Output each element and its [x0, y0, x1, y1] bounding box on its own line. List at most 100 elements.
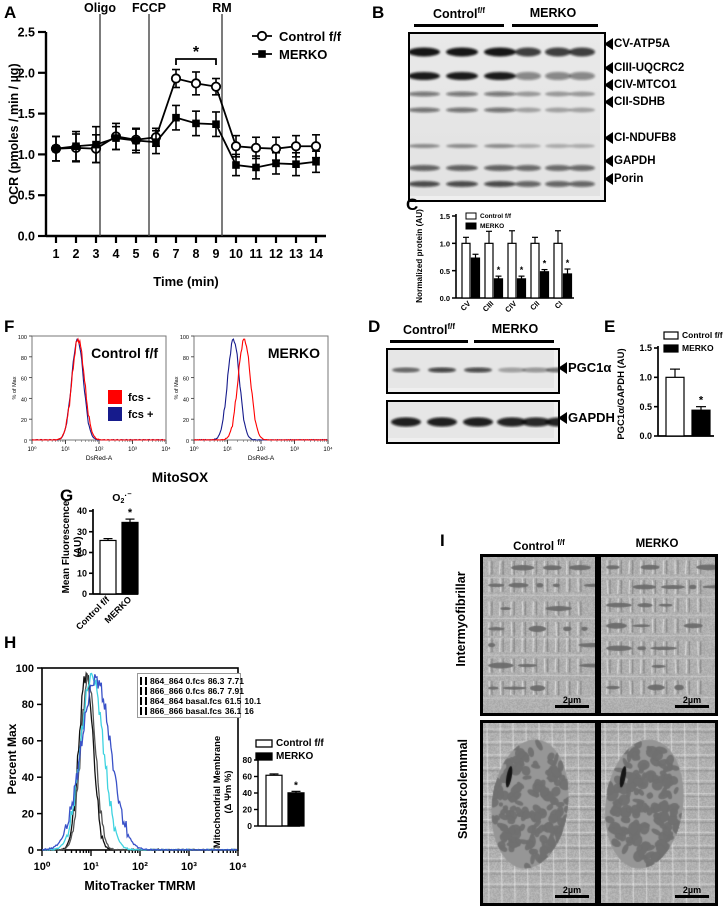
- arrow-left-icon: [604, 132, 613, 144]
- panel-f-p0-xtick-4: 10⁴: [161, 446, 171, 453]
- panel-c-legend-1: MERKO: [480, 223, 504, 230]
- panel-c-sig: *: [566, 258, 570, 268]
- panel-h-inset-sig: *: [294, 780, 298, 791]
- panel-b-group-control: Controlf/f: [416, 6, 502, 21]
- panel-c-xtick-CIII: CIII: [481, 299, 496, 314]
- panel-b-label-cv-atp5a: CV-ATP5A: [604, 38, 670, 50]
- panel-h-flow-legend-row: 866_866 0.fcs 86.7 7.91: [140, 686, 238, 696]
- panel-h-inset-ytick-3: 60: [243, 772, 253, 782]
- panel-b-label: B: [372, 4, 384, 21]
- panel-a-chart: 0.0 0.5 1.0 1.5 2.0 2.5 OCR (pmoles / mi…: [4, 4, 364, 304]
- scalebar-line: [675, 895, 709, 898]
- panel-e-sig: *: [699, 395, 704, 407]
- panel-a-ylabel: OCR (pmoles / min / µg): [7, 63, 21, 204]
- legend-swatch-open: [145, 697, 147, 705]
- panel-a-xtick-0: 1: [53, 247, 60, 261]
- legend-swatch: [140, 697, 142, 705]
- panel-a-significance: *: [193, 44, 200, 61]
- panel-f-p1-ytick-0: 0: [186, 439, 189, 445]
- legend-swatch-open: [145, 677, 147, 685]
- panel-g-ytick-4: 40: [77, 506, 87, 516]
- panel-f-p1-xtick-1: 10¹: [223, 447, 232, 453]
- panel-g-chart: O2·⁻ 010203040 Mean Fluorescence(AU) * C…: [60, 487, 250, 637]
- panel-b-band-name: CII-SDHB: [614, 96, 665, 108]
- panel-a: A 0.0 0.5 1.0 1.5 2.0 2.5 OCR (pmoles / …: [4, 4, 364, 304]
- panel-a-xtick-8: 9: [213, 247, 220, 261]
- panel-f-p0-xtick-1: 10¹: [61, 447, 70, 453]
- panel-b-underline-control: [414, 24, 504, 27]
- panel-a-xtick-6: 7: [173, 247, 180, 261]
- panel-c: C 0.0 0.5 1.0 1.5 Normalized protein (AU) *…: [400, 196, 650, 324]
- panel-h-label: H: [4, 634, 16, 651]
- panel-h-xtick-3: 10³: [181, 861, 197, 873]
- panel-f-p0-xlabel: DsRed-A: [86, 455, 113, 462]
- panel-g-sig: *: [128, 507, 133, 519]
- panel-d-group-merko: MERKO: [476, 322, 554, 336]
- panel-c-xtick-CIV: CIV: [503, 299, 518, 314]
- panel-f-p1-xtick-2: 10²: [257, 447, 266, 453]
- panel-a-marker-oligo: Oligo: [84, 1, 116, 15]
- panel-h-flow-sample-name: 864_864 0.fcs: [150, 676, 205, 686]
- panel-c-ytick-2: 1.0: [440, 240, 450, 249]
- panel-f-p1-ytick-5: 100: [180, 335, 189, 341]
- panel-b-label-civ-mtco1: CIV-MTCO1: [604, 79, 677, 91]
- panel-a-xlabel: Time (min): [153, 274, 219, 289]
- scalebar-line: [555, 705, 589, 708]
- panel-i-col-control: Control f/f: [484, 538, 594, 553]
- panel-h-inset-ytick-2: 40: [243, 788, 253, 798]
- panel-f-p1-ytick-1: 20: [183, 418, 189, 424]
- panel-h-flow-value-2: 10.1: [244, 696, 261, 706]
- panel-f-p1-title: MERKO: [268, 345, 320, 361]
- panel-b-label-ciii-uqcrc2: CIII-UQCRC2: [604, 62, 684, 74]
- panel-d: D Controlf/f MERKO PGC1α GAPDH: [368, 318, 600, 464]
- panel-b-label-ci-ndufb8: CI-NDUFB8: [604, 132, 676, 144]
- panel-c-legend-0: Control f/f: [480, 213, 512, 220]
- panel-h-xtick-4: 10⁴: [229, 861, 247, 873]
- panel-f-p0-ytick-3: 60: [21, 377, 27, 383]
- panel-b-label-cii-sdhb: CII-SDHB: [604, 96, 665, 108]
- em-image-control-intermyofibrillar: 2µm: [480, 554, 598, 716]
- panel-f-p0-ytick-0: 0: [24, 439, 27, 445]
- panel-a-xtick-3: 4: [113, 247, 120, 261]
- legend-swatch: [140, 677, 142, 685]
- panel-f-p1-ytick-2: 40: [183, 397, 189, 403]
- scalebar-merko-intermyofibrillar: 2µm: [675, 695, 709, 708]
- panel-h-ytick-4: 80: [22, 699, 34, 711]
- panel-f-p0-ytick-2: 40: [21, 397, 27, 403]
- panel-e-chart: 0.00.51.01.5 PGC1α/GAPDH (AU) * Control …: [604, 318, 726, 464]
- panel-e-ytick-3: 1.5: [639, 343, 652, 353]
- panel-e: E 0.0 0.5 1.0 1.5 PGC1α/GAPDH (AU) * Contro…: [604, 318, 726, 464]
- panel-c-chart: 0.0 0.5 1.0 1.5 Normalized protein (AU) * * *…: [400, 196, 650, 324]
- panel-a-legend-0: Control f/f: [279, 29, 342, 44]
- arrow-left-icon: [604, 62, 613, 74]
- scalebar-control-subsarcolemmal: 2µm: [555, 885, 589, 898]
- panel-i-label: I: [440, 532, 445, 549]
- panel-i-col-merko: MERKO: [602, 538, 712, 550]
- legend-swatch-open: [145, 687, 147, 695]
- panel-h-flow-value-2: 7.71: [227, 676, 244, 686]
- panel-e-legend-1: MERKO: [682, 343, 714, 353]
- panel-e-label: E: [604, 318, 615, 335]
- panel-f-p0-ytick-5: 100: [18, 335, 27, 341]
- panel-h-inset-ytick-0: 0: [247, 821, 252, 831]
- panel-h-flow-legend-row: 866_866 basal.fcs 36.1 16: [140, 706, 238, 716]
- panel-b-blot-bands: [410, 34, 600, 196]
- panel-b-band-name: CV-ATP5A: [614, 38, 670, 50]
- control-sup-d: f/f: [447, 322, 455, 331]
- panel-d-blot-gapdh: [386, 400, 560, 444]
- panel-c-sig: *: [520, 265, 524, 275]
- panel-h-ylabel: Percent Max: [5, 723, 19, 794]
- panel-h-flow-value-2: 16: [244, 706, 253, 716]
- panel-i-row-subsarcolemmal: Subsarcolemmal: [456, 724, 470, 854]
- panel-h-inset-ytick-1: 20: [243, 805, 253, 815]
- panel-i: I Control f/f MERKO Intermyofibrillar Su…: [440, 532, 726, 912]
- panel-a-xtick-5: 6: [153, 247, 160, 261]
- em-image-merko-intermyofibrillar: 2µm: [598, 554, 718, 716]
- panel-f-label: F: [4, 318, 14, 335]
- scalebar-line: [555, 895, 589, 898]
- panel-f-p1-xtick-4: 10⁴: [323, 446, 333, 453]
- arrow-left-icon: [604, 96, 613, 108]
- panel-e-ylabel: PGC1α/GAPDH (AU): [616, 348, 627, 439]
- panel-h-flow-legend-row: 864_864 0.fcs 86.3 7.71: [140, 676, 238, 686]
- panel-h-inset-ytick-4: 80: [243, 755, 253, 765]
